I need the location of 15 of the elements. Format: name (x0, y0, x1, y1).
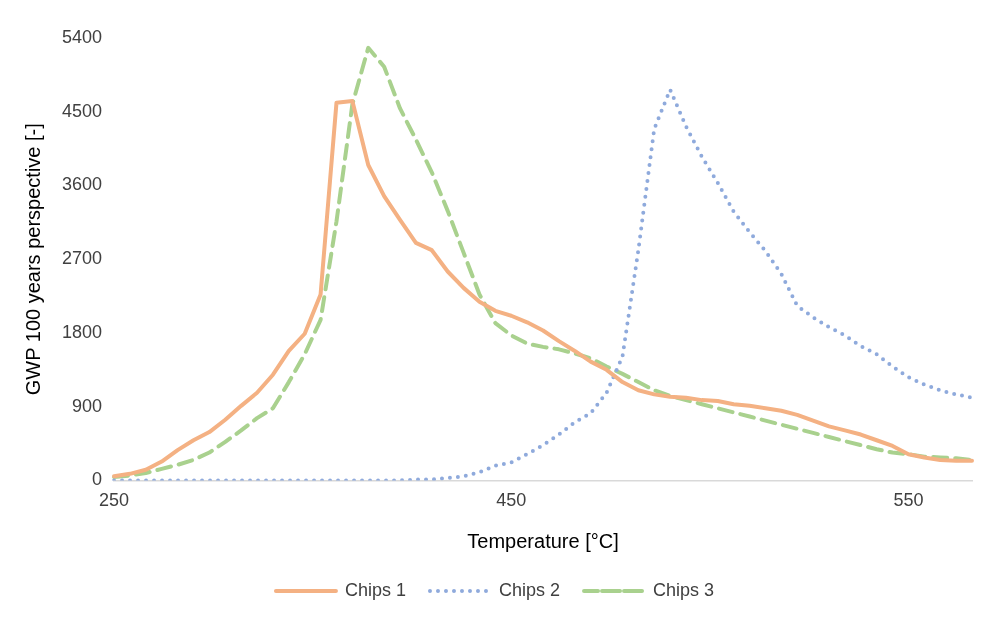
y-tick-label: 900 (72, 395, 103, 416)
legend-label: Chips 2 (498, 579, 561, 600)
y-tick-label: 5400 (62, 26, 103, 47)
x-tick-label: 250 (99, 490, 130, 511)
x-axis-title: Temperature [°C] (467, 529, 619, 552)
y-axis-title: GWP 100 years perspective [-] (21, 123, 44, 396)
x-tick-label: 550 (893, 490, 924, 511)
y-tick-label: 0 (92, 469, 103, 490)
legend-label: Chips 3 (653, 579, 715, 600)
y-tick-label: 3600 (62, 174, 103, 195)
x-tick-label: 450 (496, 490, 527, 511)
y-tick-label: 2700 (62, 248, 103, 269)
y-tick-label: 1800 (62, 321, 103, 342)
legend-label: Chips 1 (344, 579, 406, 600)
y-tick-label: 4500 (62, 100, 103, 121)
